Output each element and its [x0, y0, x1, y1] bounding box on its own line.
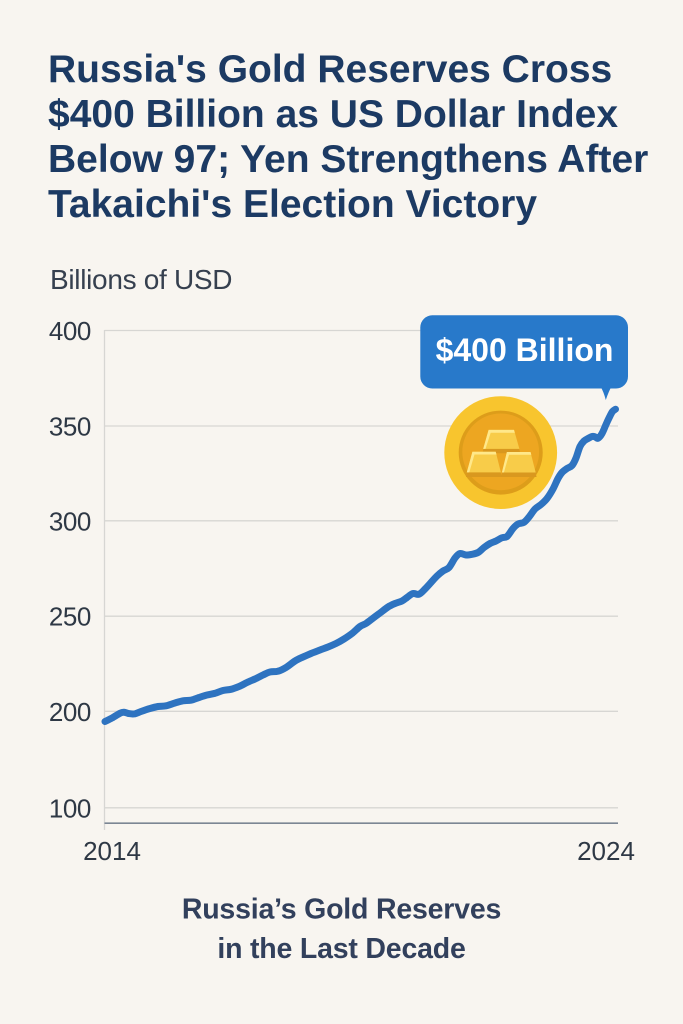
- svg-text:300: 300: [49, 506, 91, 536]
- svg-text:100: 100: [49, 793, 91, 823]
- svg-text:200: 200: [49, 697, 91, 727]
- svg-text:in the Last Decade: in the Last Decade: [217, 933, 465, 965]
- svg-text:2024: 2024: [577, 836, 635, 866]
- svg-text:2014: 2014: [83, 836, 141, 866]
- svg-text:Russia's Gold Reserves Cross: Russia's Gold Reserves Cross: [48, 48, 612, 91]
- svg-text:350: 350: [49, 412, 91, 442]
- svg-text:Below 97; Yen Strengthens Afte: Below 97; Yen Strengthens After: [48, 138, 648, 181]
- svg-text:400: 400: [49, 316, 91, 346]
- svg-text:$400 Billion: $400 Billion: [436, 332, 614, 368]
- svg-text:Billions of USD: Billions of USD: [50, 264, 232, 295]
- svg-text:Russia’s Gold Reserves: Russia’s Gold Reserves: [182, 894, 501, 926]
- svg-text:$400 Billion as US Dollar Inde: $400 Billion as US Dollar Index: [48, 93, 618, 136]
- svg-text:250: 250: [49, 602, 91, 632]
- svg-text:Takaichi's Election Victory: Takaichi's Election Victory: [48, 183, 537, 226]
